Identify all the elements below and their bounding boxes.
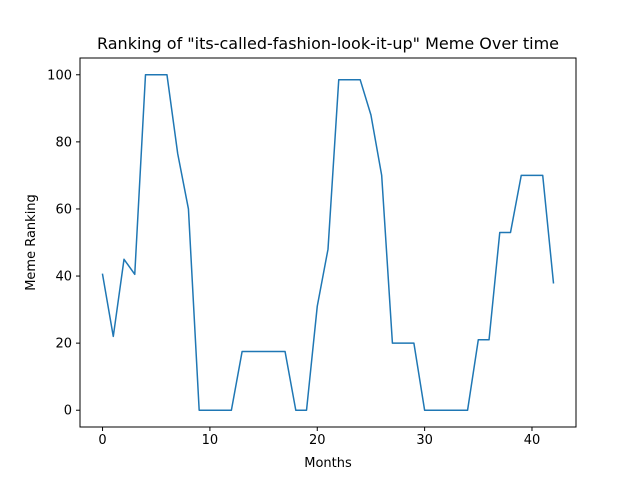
x-tick-label: 40: [524, 433, 541, 448]
y-tick-label: 20: [55, 337, 72, 352]
plot-area: [101, 74, 555, 411]
y-axis-label: Meme Ranking: [24, 194, 39, 291]
series-line-0: [101, 74, 555, 411]
y-tick-label: 0: [64, 404, 72, 419]
y-tick-label: 100: [47, 68, 72, 83]
y-tick-label: 60: [55, 202, 72, 217]
y-tick-label: 80: [55, 135, 72, 150]
x-axis-label: Months: [304, 456, 352, 471]
x-tick-label: 10: [202, 433, 219, 448]
y-tick-label: 40: [55, 270, 72, 285]
x-tick-label: 0: [98, 433, 106, 448]
axis-ticks: 0 10 20 30 40 0 20 40 60 80 100: [47, 68, 540, 448]
x-tick-label: 20: [309, 433, 326, 448]
axes-frame: [79, 57, 577, 428]
chart-title: Ranking of "its-called-fashion-look-it-u…: [97, 34, 559, 53]
x-tick-label: 30: [416, 433, 433, 448]
